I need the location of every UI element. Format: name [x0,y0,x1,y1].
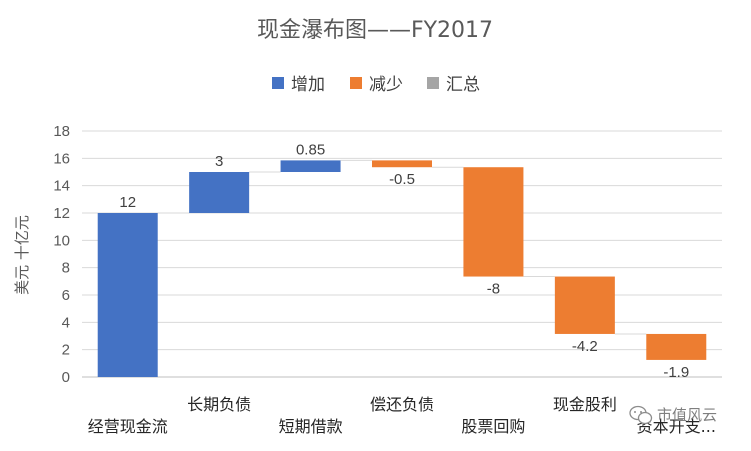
bar-2 [280,160,341,172]
watermark: 市值风云 [629,405,717,425]
y-tick-label: 2 [62,342,70,359]
legend-swatch-2 [427,77,439,89]
category-label-2: 短期借款 [279,417,343,436]
y-tick-label: 16 [53,150,70,167]
bar-6 [646,333,707,360]
data-labels: 12 3 0.85 -0.5 -8 -4.2 -1.9 [119,141,689,381]
data-label-6: -1.9 [663,364,689,381]
legend: 增加 减少 汇总 [272,75,480,95]
category-label-1: 长期负债 [187,395,251,414]
legend-swatch-0 [272,77,284,89]
y-axis-ticks: 0 2 4 6 8 10 12 14 16 18 [53,123,70,386]
gridlines [82,130,722,378]
y-tick-label: 12 [53,205,70,222]
category-label-4: 股票回购 [461,417,525,436]
legend-label-1: 减少 [369,75,403,95]
y-tick-label: 6 [62,287,70,304]
data-label-1: 3 [215,153,223,170]
y-tick-label: 0 [62,369,70,386]
data-label-4: -8 [487,281,500,298]
bar-1 [189,172,250,213]
bar-5 [554,276,615,334]
category-label-3: 偿还负债 [370,395,434,414]
data-label-5: -4.2 [572,338,598,355]
data-label-0: 12 [119,194,136,211]
category-label-6: 资本开支... [637,417,716,436]
category-label-5: 现金股利 [553,395,617,414]
bar-3 [372,160,432,168]
y-tick-label: 8 [62,260,70,277]
watermark-text: 市值风云 [657,406,717,424]
bars [97,160,707,377]
category-label-0: 经营现金流 [88,417,168,436]
y-axis-label: 美元 十亿元 [13,215,31,295]
y-tick-label: 18 [53,123,70,140]
data-label-3: -0.5 [389,171,415,188]
legend-label-2: 汇总 [446,75,480,95]
connector-lines [157,159,647,335]
bar-4 [463,167,524,277]
wechat-icon [629,405,653,425]
y-tick-label: 14 [53,178,70,195]
chart-title: 现金瀑布图——FY2017 [257,18,493,43]
legend-label-0: 增加 [291,75,325,95]
legend-swatch-1 [350,77,362,89]
bar-0 [97,213,158,377]
data-label-2: 0.85 [296,141,325,158]
y-tick-label: 4 [62,314,70,331]
y-tick-label: 10 [53,232,70,249]
